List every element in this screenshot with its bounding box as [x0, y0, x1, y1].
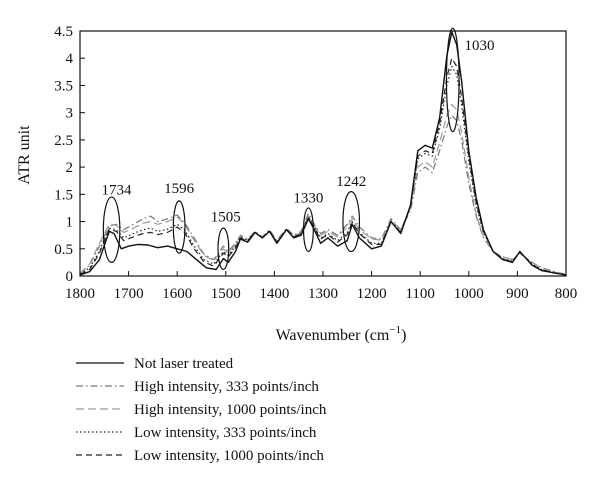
series-line-3 [79, 103, 567, 275]
y-tick-label: 1.5 [54, 187, 73, 203]
x-tick-label: 1200 [357, 286, 387, 302]
x-axis-title-close: ) [401, 327, 406, 344]
y-tick-label: 0 [66, 269, 74, 285]
peak-label-1596: 1596 [164, 181, 195, 197]
peak-circle-1030 [445, 27, 460, 133]
legend-label-5: Low intensity, 1000 points/inch [134, 448, 324, 464]
y-tick-label: 2 [66, 160, 74, 176]
y-tick-label: 3.5 [54, 78, 73, 94]
x-tick-label: 800 [555, 286, 578, 302]
legend: Not laser treated High intensity, 333 poi… [76, 356, 327, 464]
x-axis-title-main: Wavenumber (cm [276, 327, 390, 344]
peak-label-1734: 1734 [101, 182, 132, 198]
y-tick-label: 1 [66, 215, 74, 231]
plot-frame [79, 30, 567, 277]
x-tick-label: 1000 [454, 286, 484, 302]
legend-label-1: Not laser treated [134, 356, 234, 372]
x-tick-label: 1500 [211, 286, 241, 302]
x-tick-label: 1400 [259, 286, 289, 302]
y-tick-label: 2.5 [54, 133, 73, 149]
x-axis-title: Wavenumber (cm−1) [276, 324, 407, 344]
peak-label-1242: 1242 [336, 174, 366, 190]
x-tick-label: 1800 [65, 286, 95, 302]
x-tick-label: 900 [506, 286, 529, 302]
x-tick-label: 1600 [162, 286, 192, 302]
y-axis-title: ATR unit [16, 125, 33, 185]
legend-label-3: High intensity, 1000 points/inch [134, 402, 327, 418]
y-tick-label: 0.5 [54, 242, 73, 258]
x-tick-label: 1300 [308, 286, 338, 302]
peak-circle-1734 [102, 196, 121, 263]
y-tick-label: 4.5 [54, 24, 73, 40]
peak-label-1030: 1030 [464, 38, 494, 54]
x-tick-label: 1700 [114, 286, 144, 302]
peak-circle-1505 [217, 227, 230, 271]
y-tick-label: 4 [66, 51, 74, 67]
series-line-4 [79, 65, 567, 276]
peak-circle-1242 [342, 191, 361, 253]
legend-label-2: High intensity, 333 points/inch [134, 379, 319, 395]
peak-label-1330: 1330 [293, 191, 323, 207]
x-axis-title-superscript: −1 [389, 324, 401, 336]
series-line-5 [79, 57, 567, 276]
peak-circle-1596 [172, 200, 186, 254]
y-tick-label: 3 [66, 106, 74, 122]
series-line-2 [79, 114, 567, 275]
series-line-1 [79, 31, 567, 276]
peak-circle-1330 [302, 207, 314, 253]
x-tick-label: 1100 [405, 286, 434, 302]
legend-label-4: Low intensity, 333 points/inch [134, 425, 317, 441]
peak-label-1505: 1505 [211, 210, 241, 226]
